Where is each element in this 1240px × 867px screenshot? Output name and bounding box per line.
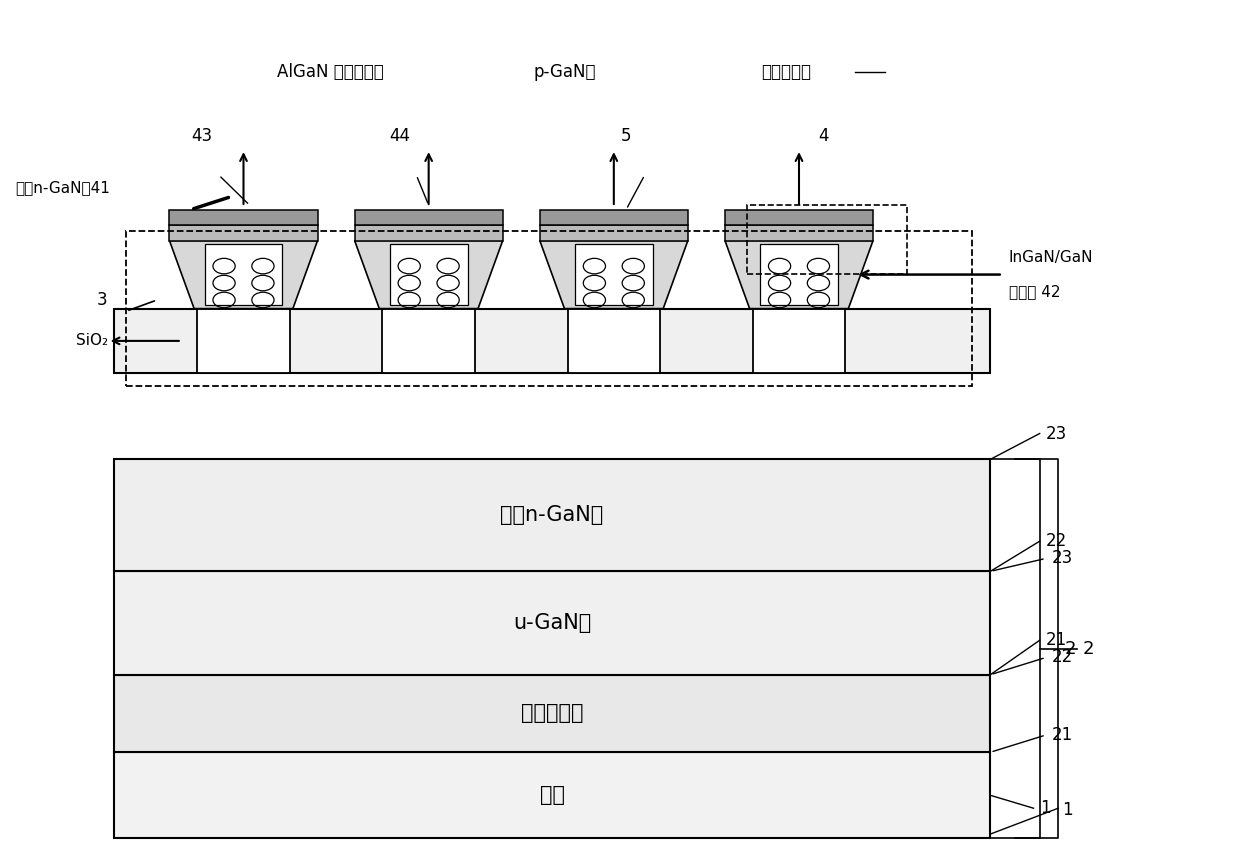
Bar (114, 753, 991, 838)
Bar (126, 231, 972, 386)
Polygon shape (725, 240, 873, 309)
Text: 第一n-GaN层: 第一n-GaN层 (501, 505, 604, 525)
Text: 1: 1 (1061, 801, 1073, 819)
Text: 23: 23 (1045, 425, 1068, 442)
Bar (760, 244, 838, 305)
Text: SiO₂: SiO₂ (76, 334, 108, 349)
Bar (205, 244, 283, 305)
Text: 量子点区域: 量子点区域 (761, 62, 812, 81)
Text: 2: 2 (1083, 640, 1095, 658)
Polygon shape (355, 240, 502, 309)
Text: u-GaN层: u-GaN层 (513, 613, 591, 633)
Bar (114, 571, 991, 675)
Polygon shape (170, 240, 317, 309)
Text: 2: 2 (1064, 640, 1076, 658)
Text: 21: 21 (1045, 631, 1068, 649)
Bar (746, 205, 906, 274)
Bar (539, 210, 688, 225)
Bar (575, 244, 652, 305)
Bar (197, 309, 290, 373)
Text: 第二n-GaN层41: 第二n-GaN层41 (15, 180, 110, 195)
Text: 3: 3 (97, 291, 108, 309)
Bar (725, 210, 873, 225)
Text: 44: 44 (389, 127, 410, 145)
Polygon shape (539, 240, 688, 309)
Text: 1: 1 (1039, 799, 1050, 818)
Bar (355, 225, 502, 240)
Text: 衬底: 衬底 (539, 786, 564, 805)
Bar (355, 210, 502, 225)
Bar (382, 309, 475, 373)
Bar (170, 210, 317, 225)
Text: 23: 23 (1052, 550, 1074, 567)
Bar (114, 460, 991, 571)
Text: 低温成核层: 低温成核层 (521, 703, 583, 723)
Text: p-GaN层: p-GaN层 (533, 62, 595, 81)
Bar (568, 309, 660, 373)
Text: 5: 5 (621, 127, 631, 145)
Text: 22: 22 (1045, 532, 1068, 551)
Bar (170, 225, 317, 240)
Text: 量子阱 42: 量子阱 42 (1009, 284, 1060, 299)
Text: 21: 21 (1052, 726, 1074, 744)
Bar (389, 244, 467, 305)
Bar (725, 225, 873, 240)
Text: 4: 4 (818, 127, 828, 145)
Bar (114, 309, 991, 373)
Text: 43: 43 (191, 127, 212, 145)
Bar (753, 309, 846, 373)
Bar (114, 675, 991, 753)
Bar (539, 225, 688, 240)
Text: AlGaN 电子阻挡层: AlGaN 电子阻挡层 (277, 62, 383, 81)
Text: InGaN/GaN: InGaN/GaN (1009, 250, 1094, 264)
Text: 22: 22 (1052, 649, 1074, 667)
